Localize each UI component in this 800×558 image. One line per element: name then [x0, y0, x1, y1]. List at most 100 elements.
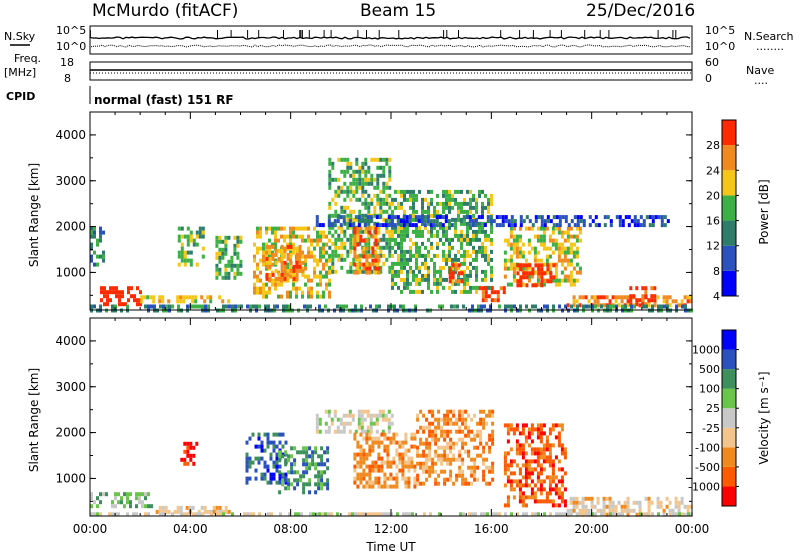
heatmap-cell: [377, 484, 381, 489]
heatmap-cell: [365, 436, 369, 441]
heatmap-cell: [427, 281, 430, 286]
heatmap-cell: [340, 241, 344, 246]
heatmap-cell: [481, 209, 484, 214]
heatmap-cell: [478, 193, 481, 198]
heatmap-cell: [292, 246, 295, 251]
heatmap-cell: [576, 215, 580, 220]
heatmap-cell: [356, 472, 360, 477]
heatmap-cell: [314, 474, 318, 479]
heatmap-cell: [653, 298, 657, 303]
heatmap-cell: [319, 274, 322, 279]
heatmap-cell: [420, 219, 424, 224]
heatmap-cell: [421, 229, 424, 234]
heatmap-cell: [305, 446, 309, 451]
heatmap-cell: [644, 302, 648, 307]
heatmap-cell: [593, 295, 597, 300]
heatmap-cell: [491, 433, 495, 438]
heatmap-cell: [648, 223, 652, 228]
heatmap-cell: [557, 246, 561, 251]
heatmap-cell: [407, 456, 411, 461]
heatmap-cell: [657, 215, 661, 220]
heatmap-cell: [509, 242, 513, 247]
heatmap-cell: [548, 483, 552, 488]
heatmap-cell: [430, 229, 433, 234]
heatmap-cell: [513, 223, 517, 228]
heatmap-cell: [449, 461, 453, 466]
heatmap-cell: [368, 266, 372, 271]
heatmap-cell: [548, 463, 552, 468]
heatmap-cell: [483, 304, 486, 309]
heatmap-cell: [431, 465, 435, 470]
heatmap-cell: [527, 226, 531, 231]
heatmap-cell: [406, 257, 409, 262]
heatmap-cell: [416, 477, 420, 482]
heatmap-cell: [409, 253, 412, 258]
heatmap-cell: [539, 467, 543, 472]
heatmap-cell: [475, 209, 478, 214]
heatmap-cell: [365, 452, 369, 457]
heatmap-cell: [434, 433, 438, 438]
heatmap-cell: [231, 304, 234, 309]
heatmap-cell: [518, 495, 522, 500]
heatmap-cell: [557, 495, 561, 500]
heatmap-cell: [342, 304, 345, 309]
heatmap-cell: [106, 294, 109, 299]
heatmap-cell: [498, 304, 501, 309]
heatmap-cell: [385, 157, 389, 162]
heatmap-cell: [322, 246, 325, 251]
heatmap-cell: [99, 512, 102, 517]
heatmap-cell: [259, 258, 262, 263]
heatmap-cell: [540, 267, 544, 272]
heatmap-cell: [280, 282, 283, 287]
heatmap-cell: [681, 512, 684, 517]
heatmap-cell: [361, 229, 365, 234]
heatmap-cell: [361, 177, 365, 182]
heatmap-cell: [605, 504, 609, 509]
heatmap-cell: [471, 512, 474, 517]
heatmap-cell: [304, 282, 307, 287]
heatmap-cell: [348, 429, 352, 434]
heatmap-cell: [414, 223, 418, 228]
heatmap-cell: [342, 413, 346, 418]
heatmap-cell: [371, 480, 375, 485]
heatmap-cell: [509, 483, 513, 488]
heatmap-cell: [409, 189, 412, 194]
heatmap-cell: [448, 271, 452, 276]
heatmap-cell: [362, 472, 366, 477]
heatmap-cell: [462, 512, 465, 517]
heatmap-cell: [515, 238, 519, 243]
heatmap-cell: [490, 229, 493, 234]
heatmap-cell: [424, 277, 427, 282]
velocity-x-axis: 00:00 04:00 08:00 12:00 16:00 20:00 00:00: [73, 318, 709, 536]
heatmap-cell: [313, 270, 316, 275]
heatmap-cell: [581, 500, 585, 505]
heatmap-cell: [449, 477, 453, 482]
heatmap-cell: [392, 436, 396, 441]
heatmap-cell: [626, 496, 630, 501]
heatmap-cell: [578, 226, 582, 231]
heatmap-cell: [161, 299, 165, 304]
heatmap-cell: [644, 496, 648, 501]
heatmap-cell: [481, 229, 484, 234]
heatmap-cell: [296, 478, 300, 483]
heatmap-cell: [367, 169, 371, 174]
heatmap-cell: [426, 215, 430, 220]
heatmap-cell: [371, 484, 375, 489]
heatmap-cell: [384, 413, 388, 418]
heatmap-cell: [318, 417, 322, 422]
heatmap-cell: [558, 304, 561, 309]
heatmap-cell: [257, 444, 261, 449]
heatmap-cell: [443, 449, 447, 454]
heatmap-cell: [308, 462, 312, 467]
heatmap-cell: [412, 213, 415, 218]
heatmap-cell: [215, 263, 219, 268]
heatmap-cell: [324, 304, 327, 309]
heatmap-cell: [672, 512, 675, 517]
heatmap-cell: [425, 465, 429, 470]
heatmap-cell: [645, 215, 649, 220]
heatmap-cell: [457, 257, 460, 262]
heatmap-cell: [283, 234, 286, 239]
heatmap-cell: [371, 444, 375, 449]
heatmap-cell: [489, 215, 493, 220]
heatmap-cell: [326, 466, 330, 471]
